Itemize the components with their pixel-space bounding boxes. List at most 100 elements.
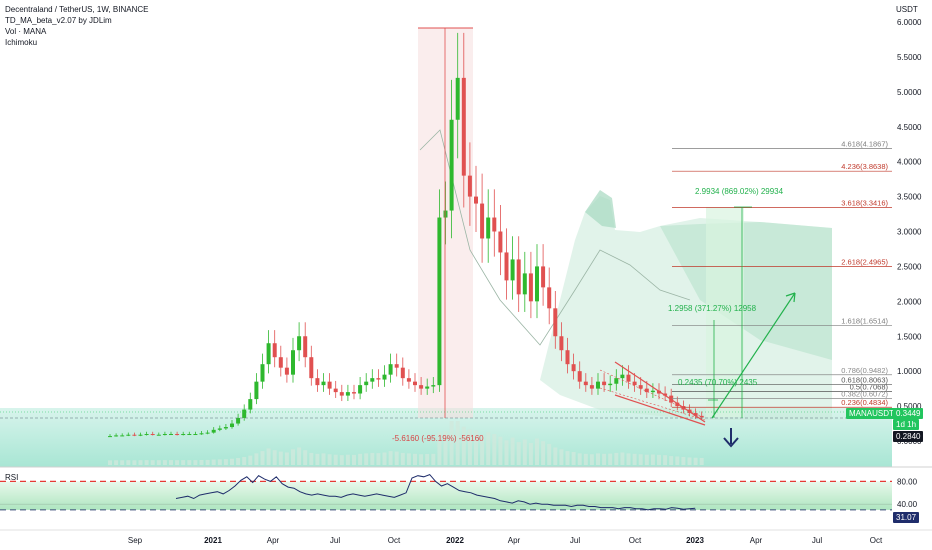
candle-body [504, 252, 509, 281]
candle-body [443, 210, 448, 218]
candle-body [474, 196, 478, 204]
candle-body [431, 385, 436, 387]
volume-bar [382, 452, 387, 465]
volume-bar [565, 451, 570, 465]
volume-bar [211, 459, 216, 465]
candle-body [223, 427, 228, 429]
price-tick-label: 1.5000 [897, 332, 922, 341]
volume-bar [577, 453, 582, 465]
volume-bar [345, 454, 350, 465]
drawings: -5.6160 (-95.19%) -56160 2.9934 (869.02%)… [0, 27, 892, 448]
projection-arrowhead [785, 292, 796, 303]
candle-body [211, 429, 216, 433]
volume-bar [181, 460, 186, 465]
price-tick-label: 6.0000 [897, 18, 922, 27]
candle-body [162, 434, 167, 436]
candle-body [388, 364, 393, 375]
volume-bar [547, 443, 552, 465]
indicator-td-ma[interactable]: TD_MA_beta_v2.07 by JDLim [5, 16, 112, 25]
candle-body [467, 175, 472, 197]
candle-body [278, 357, 283, 368]
candle-body [626, 374, 631, 382]
volume-bar [400, 452, 405, 465]
candle-body [339, 392, 344, 396]
candle-body [419, 385, 424, 389]
candle-body [382, 374, 387, 380]
candle-body [492, 217, 497, 232]
volume-bar [108, 460, 112, 465]
volume-bar [205, 459, 210, 465]
volume-bar [626, 453, 631, 465]
candle-body [547, 287, 552, 309]
fib-label: 0.382(0.6072) [841, 390, 888, 399]
volume-bar [376, 453, 381, 465]
rsi-band-fill [0, 481, 892, 510]
wedge-bottom-line [614, 394, 706, 426]
volume-bar [266, 448, 271, 465]
currency-label: USDT [896, 5, 918, 14]
candle-body [370, 378, 375, 382]
volume-bar [223, 459, 228, 465]
fib-label: 0.5(0.7068) [850, 383, 889, 392]
fibonacci-levels: 4.618(4.1867) 4.236(3.8638) 3.618(3.3416) 2… [672, 140, 892, 408]
volume-bar [455, 421, 460, 465]
time-tick-label: 2023 [686, 536, 704, 545]
candle-body [108, 436, 112, 438]
fib-label: 3.618(3.3416) [841, 199, 888, 208]
time-tick-label: Jul [330, 536, 340, 545]
volume-bar [693, 457, 698, 465]
volume-bar [388, 451, 393, 465]
indicator-volume[interactable]: Vol · MANA [5, 27, 47, 36]
volume-bar [663, 455, 668, 465]
volume-bar [608, 453, 613, 465]
volume-bar [443, 431, 448, 465]
volume-bar [242, 456, 247, 465]
candle-body [291, 350, 295, 375]
rsi-label[interactable]: RSI [5, 473, 19, 482]
countdown-badge: 1d 1h [893, 419, 920, 430]
wedge-dotted-1 [599, 369, 706, 419]
candle-body [297, 336, 302, 351]
candle-body [614, 378, 619, 384]
volume-bar [193, 460, 198, 465]
volume-bar [333, 454, 338, 465]
candle-body [254, 381, 259, 400]
volume-bar [541, 441, 546, 465]
candle-body [602, 381, 607, 386]
indicator-ichimoku[interactable]: Ichimoku [5, 38, 38, 47]
volume-bar [352, 454, 356, 465]
candle-body [620, 374, 625, 379]
volume-bar [303, 450, 308, 465]
candle-body [553, 308, 558, 337]
candle-body [230, 423, 234, 428]
candle-body [400, 367, 405, 379]
volume-bar [370, 452, 375, 465]
candle-body [699, 415, 704, 418]
chart-title[interactable]: Decentraland / TetherUS, 1W, BINANCE [5, 5, 149, 14]
candle-body [199, 433, 204, 435]
candle-body [638, 385, 643, 389]
projection-line [711, 292, 796, 419]
candle-body [480, 203, 485, 239]
volume-bar [175, 460, 180, 465]
rsi-line [175, 474, 696, 511]
price-tick-label: 2.5000 [897, 262, 922, 271]
candle-body [181, 434, 186, 436]
price-tick-label: 4.0000 [897, 158, 922, 167]
time-tick-label: 2022 [446, 536, 464, 545]
rsi-current-badge: 31.07 [893, 512, 920, 523]
target-3-annotation: 0.2435 (70.70%) 2435 [678, 378, 758, 387]
volume-bar [571, 452, 576, 465]
volume-bar [583, 453, 588, 465]
ichimoku-lagging-line [419, 129, 691, 346]
candle-body [120, 435, 125, 437]
candle-body [541, 266, 546, 288]
time-tick-label: Apr [750, 536, 763, 545]
volume-bar [461, 426, 466, 465]
candle-body [657, 390, 661, 394]
volume-bar [528, 443, 533, 465]
volume-bar [144, 460, 149, 465]
candle-body [608, 383, 613, 386]
